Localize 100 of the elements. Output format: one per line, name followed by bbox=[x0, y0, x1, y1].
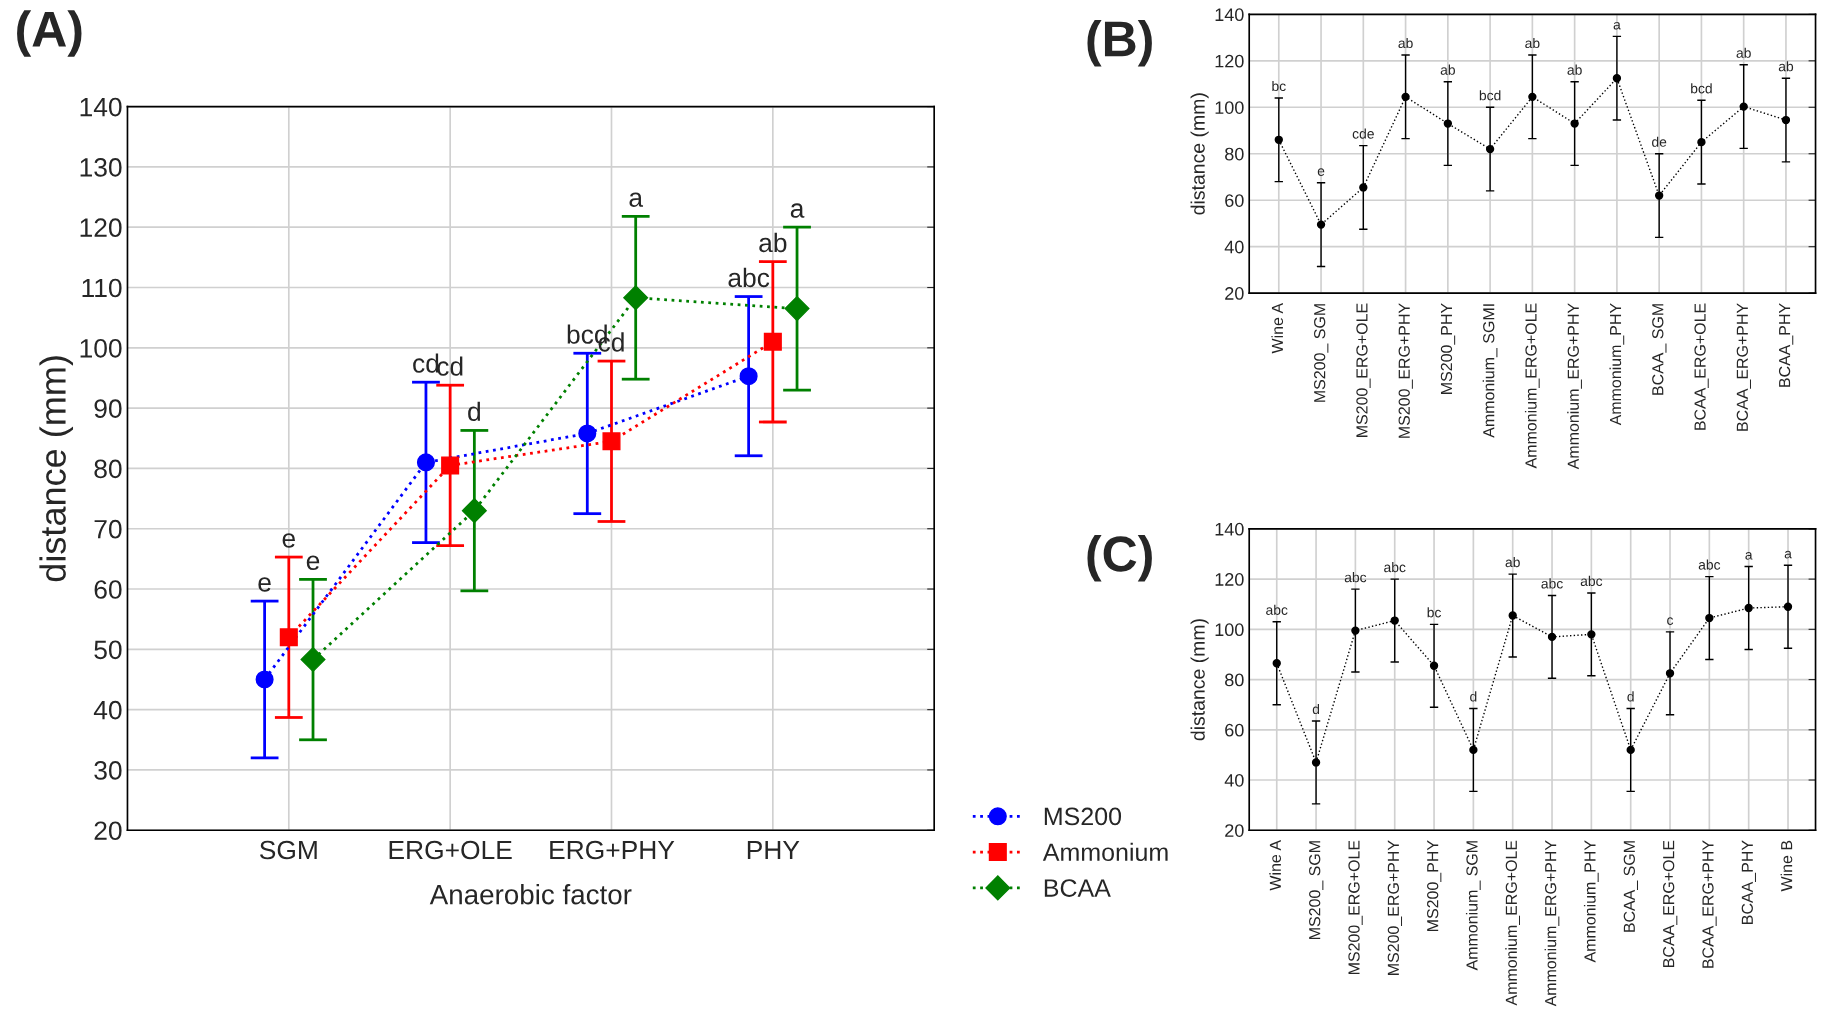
chart-title: (A) bbox=[17, 10, 82, 57]
annotation: d bbox=[1470, 691, 1477, 702]
point bbox=[1469, 745, 1478, 755]
annotation: de bbox=[1652, 136, 1667, 147]
x-tick-label: ERG+PHY bbox=[550, 840, 675, 860]
x-tick-label: Ammonium_PHY bbox=[1609, 303, 1625, 426]
x-tick-label: Ammonium_ERG+OLE bbox=[1524, 303, 1540, 469]
x-tick-label: MS200_PHY bbox=[1427, 840, 1442, 931]
annotation: abc bbox=[1384, 562, 1406, 573]
point bbox=[1274, 135, 1283, 144]
y-tick-label: 20 bbox=[1225, 824, 1244, 837]
y-tick-label: 60 bbox=[1225, 723, 1244, 737]
annotation: ab bbox=[1778, 61, 1794, 72]
y-tick-label: 60 bbox=[94, 580, 122, 599]
x-tick-label: MS200_PHY bbox=[1440, 303, 1456, 394]
annotation: abc bbox=[1580, 575, 1603, 587]
annotation: abc bbox=[728, 267, 770, 288]
point bbox=[1739, 102, 1748, 111]
y-tick-label: 50 bbox=[94, 640, 122, 660]
point bbox=[1359, 183, 1368, 192]
y-tick-label: 120 bbox=[80, 218, 122, 238]
x-tick-label: SGM bbox=[259, 840, 317, 860]
y-tick-label: 40 bbox=[93, 700, 122, 720]
annotation: ab bbox=[1567, 64, 1582, 75]
point bbox=[1547, 632, 1557, 642]
y-tick-label: 40 bbox=[1224, 240, 1244, 254]
annotation: abc bbox=[1344, 572, 1367, 583]
x-tick-label: BCAA_PHY bbox=[1778, 303, 1794, 387]
x-tick-label: Ammonium_ERG+OLE bbox=[1505, 840, 1521, 1006]
point bbox=[1654, 191, 1664, 200]
point bbox=[1401, 92, 1410, 101]
y-tick-label: 80 bbox=[1225, 147, 1244, 161]
y-tick-label: 100 bbox=[1215, 623, 1244, 637]
annotation: ab bbox=[1505, 556, 1520, 568]
x-tick-label: Ammonium_ERG+PHY bbox=[1544, 840, 1560, 1007]
point bbox=[1612, 74, 1622, 83]
point bbox=[1390, 616, 1399, 625]
x-tick-label: BCAA_ SGM bbox=[1623, 841, 1638, 932]
annotation: a bbox=[1613, 21, 1621, 30]
x-tick-label: Ammonium_ SGMI bbox=[1482, 304, 1498, 438]
annotation: ab bbox=[759, 232, 787, 253]
point bbox=[1311, 758, 1321, 767]
x-tick-label: Wine B bbox=[1780, 840, 1793, 892]
x-tick-label: MS200_ SGM bbox=[1309, 841, 1324, 939]
y-axis-title: distance (mm) bbox=[1190, 93, 1209, 215]
x-tick-label: Wine A bbox=[1269, 840, 1282, 891]
x-tick-label: Wine A bbox=[1271, 302, 1284, 354]
point bbox=[1443, 119, 1453, 128]
y-axis-title: distance (mm) bbox=[1190, 619, 1209, 741]
annotation: cd bbox=[413, 353, 439, 373]
x-tick-label: MS200_ERG+PHY bbox=[1398, 303, 1413, 438]
annotation: cd bbox=[437, 356, 463, 376]
point bbox=[1429, 661, 1439, 670]
annotation: d bbox=[468, 401, 480, 422]
y-tick-label: 20 bbox=[1225, 287, 1244, 300]
legend-label: BCAA bbox=[1044, 879, 1111, 897]
y-tick-label: 30 bbox=[94, 761, 122, 780]
x-tick-label: MS200_ERG+OLE bbox=[1356, 303, 1371, 437]
x-tick-label: BCAA_ERG+OLE bbox=[1694, 303, 1709, 430]
annotation: ab bbox=[1736, 47, 1751, 58]
y-tick-label: 60 bbox=[1225, 194, 1244, 207]
point bbox=[1485, 144, 1495, 154]
y-tick-label: 80 bbox=[94, 459, 122, 479]
chart-title: (C) bbox=[1087, 534, 1152, 582]
annotation: c bbox=[1667, 617, 1674, 625]
point bbox=[1705, 613, 1714, 623]
x-tick-label: BCAA_PHY bbox=[1741, 840, 1756, 924]
point bbox=[1626, 745, 1635, 755]
point bbox=[1351, 626, 1360, 635]
annotation: d bbox=[1627, 691, 1634, 702]
legend-label: Ammonium bbox=[1042, 842, 1168, 862]
point bbox=[1665, 669, 1675, 678]
y-tick-label: 140 bbox=[1215, 8, 1244, 22]
annotation: cde bbox=[1352, 128, 1374, 139]
annotation: bcd bbox=[1691, 83, 1712, 94]
x-tick-label: Ammonium_ SGM bbox=[1465, 841, 1481, 971]
y-tick-label: 20 bbox=[94, 821, 122, 841]
annotation: a bbox=[629, 192, 644, 207]
y-tick-label: 100 bbox=[1215, 101, 1244, 114]
annotation: ab bbox=[1525, 37, 1540, 49]
y-tick-label: 40 bbox=[1224, 773, 1244, 787]
y-tick-label: 100 bbox=[80, 338, 122, 358]
annotation: e bbox=[306, 555, 320, 570]
y-tick-label: 80 bbox=[1225, 673, 1244, 687]
point bbox=[1783, 602, 1793, 611]
annotation: e bbox=[258, 577, 271, 592]
point bbox=[1744, 603, 1753, 613]
point bbox=[1570, 119, 1579, 128]
x-axis-title: Anaerobic factor bbox=[429, 884, 632, 905]
annotation: bcd bbox=[1479, 90, 1501, 101]
annotation: bc bbox=[1272, 80, 1286, 92]
y-tick-label: 120 bbox=[1215, 573, 1244, 586]
y-tick-label: 110 bbox=[82, 278, 122, 298]
point bbox=[1587, 630, 1596, 639]
y-tick-label: 90 bbox=[94, 399, 122, 418]
legend-label: MS200 bbox=[1044, 807, 1122, 826]
x-tick-label: BCAA_ERG+PHY bbox=[1736, 303, 1751, 431]
point bbox=[1508, 611, 1517, 620]
annotation: ab bbox=[1398, 37, 1413, 49]
x-tick-label: BCAA_ERG+OLE bbox=[1663, 840, 1678, 967]
